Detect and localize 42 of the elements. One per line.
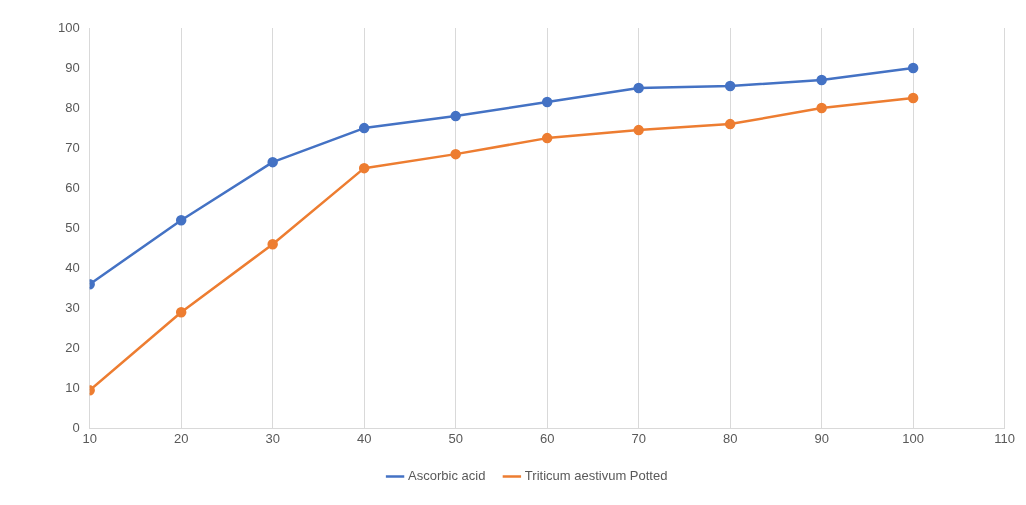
y-tick-label: 30 [65,299,80,315]
y-tick-label: 0 [72,419,80,435]
y-tick-label: 40 [65,259,80,275]
point [907,62,919,74]
y-tick-label: 10 [65,379,80,395]
point [816,102,827,114]
y-tick-label: 100 [57,19,80,35]
point [816,74,827,86]
point [450,148,461,160]
x-tick-label: 10 [82,430,97,446]
legend-label: Ascorbic acid [408,468,486,484]
y-tick-label: 20 [65,339,80,355]
point [541,132,553,144]
x-tick-label: 40 [356,430,372,446]
x-tick-label: 70 [631,430,646,446]
x-tick-label: 60 [539,430,555,446]
x-tick-label: 20 [173,430,189,446]
point [175,307,187,318]
point [175,214,187,226]
x-tick-label: 80 [722,430,738,446]
y-tick-label: 70 [65,139,80,155]
point [358,162,370,174]
point [633,82,644,94]
legend-label: Triticum aestivum Potted [524,468,668,484]
y-tick-label: 80 [65,99,80,115]
x-tick-label: 100 [902,430,924,446]
point [724,80,736,92]
point [267,238,278,250]
x-tick-label: 90 [814,430,829,446]
point [633,124,644,136]
point [358,122,370,134]
x-tick-label: 30 [265,430,280,446]
x-tick-label: 50 [448,430,463,446]
point [724,118,736,130]
y-tick-label: 50 [65,219,80,235]
point [450,110,461,122]
point [267,156,278,168]
point [541,96,553,108]
point [907,92,919,104]
x-tick-label: 110 [994,430,1015,446]
y-tick-label: 90 [65,59,80,75]
y-tick-label: 60 [65,179,80,195]
